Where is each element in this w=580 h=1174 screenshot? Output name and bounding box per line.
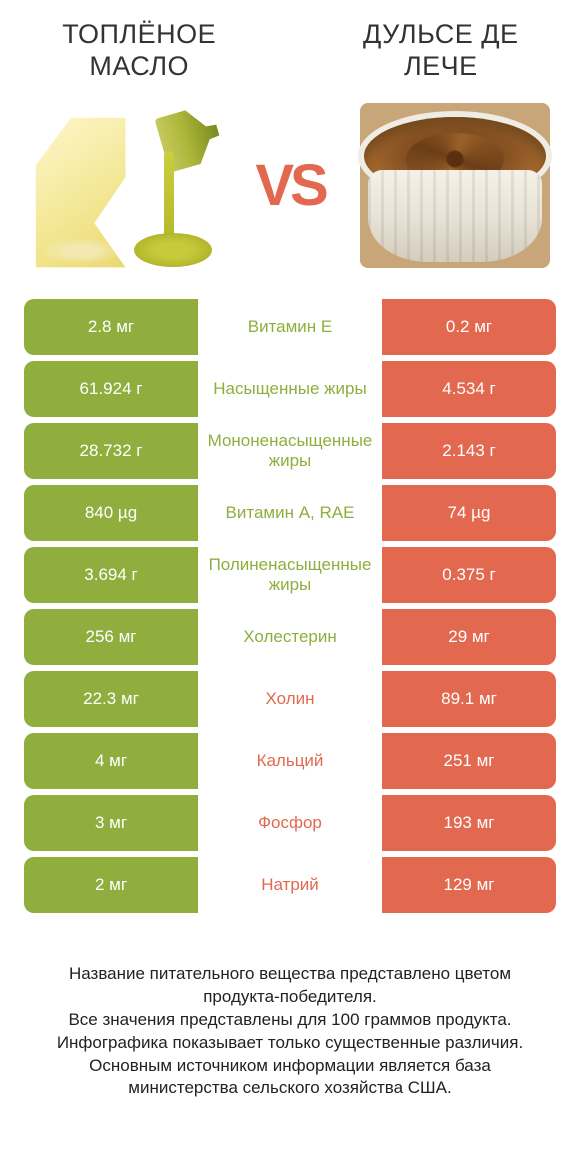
table-row: 256 мгХолестерин29 мг bbox=[24, 609, 556, 665]
table-row: 61.924 гНасыщенные жиры4.534 г bbox=[24, 361, 556, 417]
right-value: 74 µg bbox=[382, 485, 556, 541]
right-value: 129 мг bbox=[382, 857, 556, 913]
nutrient-label: Насыщенные жиры bbox=[198, 361, 382, 417]
table-row: 3 мгФосфор193 мг bbox=[24, 795, 556, 851]
nutrient-label: Фосфор bbox=[198, 795, 382, 851]
left-value: 4 мг bbox=[24, 733, 198, 789]
right-product-title: Дульсе де лече bbox=[332, 18, 550, 83]
nutrient-label: Натрий bbox=[198, 857, 382, 913]
left-value: 3 мг bbox=[24, 795, 198, 851]
table-row: 2.8 мгВитамин E0.2 мг bbox=[24, 299, 556, 355]
right-product-image bbox=[357, 101, 552, 271]
comparison-table: 2.8 мгВитамин E0.2 мг 61.924 гНасыщенные … bbox=[0, 299, 580, 913]
table-row: 22.3 мгХолин89.1 мг bbox=[24, 671, 556, 727]
nutrient-label: Витамин E bbox=[198, 299, 382, 355]
nutrient-label: Полиненасыщенные жиры bbox=[198, 547, 382, 603]
right-value: 251 мг bbox=[382, 733, 556, 789]
footer-line: Название питательного вещества представл… bbox=[36, 963, 544, 1009]
header: Топлёное масло Дульсе де лече bbox=[0, 0, 580, 83]
nutrient-label: Холин bbox=[198, 671, 382, 727]
right-value: 2.143 г bbox=[382, 423, 556, 479]
table-row: 28.732 гМононенасыщенные жиры2.143 г bbox=[24, 423, 556, 479]
right-value: 4.534 г bbox=[382, 361, 556, 417]
vs-label: VS bbox=[251, 152, 328, 219]
left-product-image bbox=[28, 101, 223, 271]
nutrient-label: Холестерин bbox=[198, 609, 382, 665]
right-value: 193 мг bbox=[382, 795, 556, 851]
left-value: 840 µg bbox=[24, 485, 198, 541]
left-value: 61.924 г bbox=[24, 361, 198, 417]
right-value: 0.2 мг bbox=[382, 299, 556, 355]
left-value: 2 мг bbox=[24, 857, 198, 913]
table-row: 2 мгНатрий129 мг bbox=[24, 857, 556, 913]
footer-notes: Название питательного вещества представл… bbox=[0, 919, 580, 1101]
left-product-title: Топлёное масло bbox=[30, 18, 248, 83]
left-value: 22.3 мг bbox=[24, 671, 198, 727]
table-row: 3.694 гПолиненасыщенные жиры0.375 г bbox=[24, 547, 556, 603]
footer-line: Инфографика показывает только существенн… bbox=[36, 1032, 544, 1055]
left-value: 256 мг bbox=[24, 609, 198, 665]
nutrient-label: Кальций bbox=[198, 733, 382, 789]
left-value: 3.694 г bbox=[24, 547, 198, 603]
right-value: 0.375 г bbox=[382, 547, 556, 603]
product-images-row: VS bbox=[0, 83, 580, 299]
footer-line: Основным источником информации является … bbox=[36, 1055, 544, 1101]
table-row: 840 µgВитамин A, RAE74 µg bbox=[24, 485, 556, 541]
right-value: 29 мг bbox=[382, 609, 556, 665]
right-value: 89.1 мг bbox=[382, 671, 556, 727]
footer-line: Все значения представлены для 100 граммо… bbox=[36, 1009, 544, 1032]
left-value: 2.8 мг bbox=[24, 299, 198, 355]
left-value: 28.732 г bbox=[24, 423, 198, 479]
table-row: 4 мгКальций251 мг bbox=[24, 733, 556, 789]
nutrient-label: Витамин A, RAE bbox=[198, 485, 382, 541]
nutrient-label: Мононенасыщенные жиры bbox=[198, 423, 382, 479]
